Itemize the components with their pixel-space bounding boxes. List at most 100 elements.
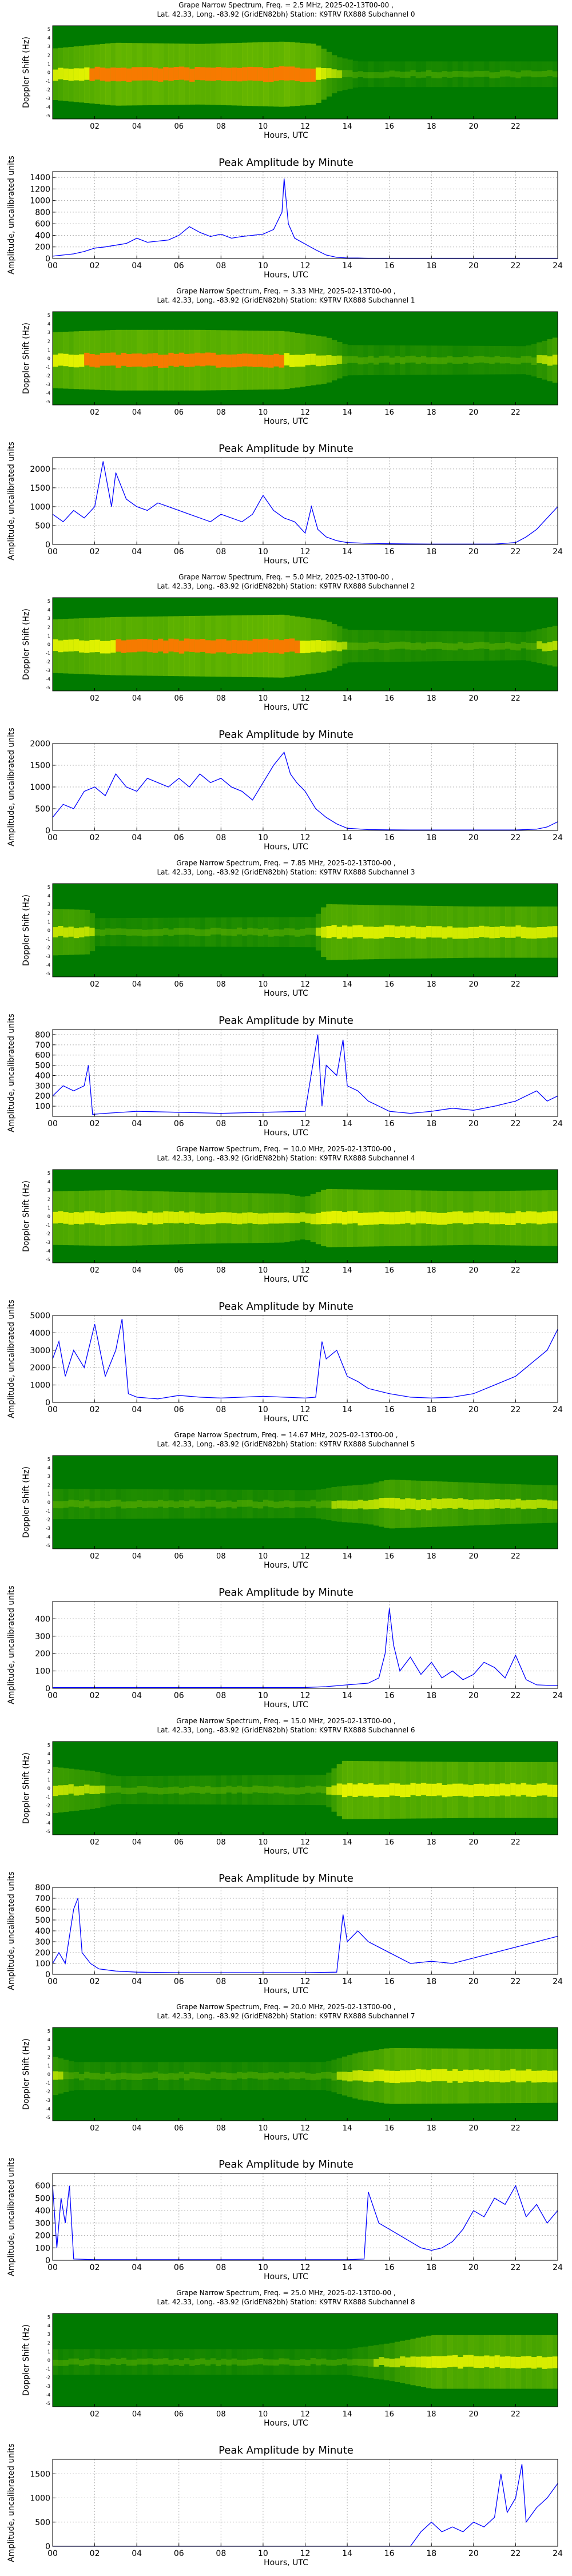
- spectrogram-band: [257, 1489, 264, 1518]
- amplitude-y-tick-label: 800: [35, 208, 50, 217]
- spectrogram-band: [247, 2062, 253, 2090]
- spectrogram-core: [400, 1211, 406, 1224]
- amplitude-y-tick-label: 3000: [30, 1346, 50, 1355]
- spectrogram-core: [452, 1498, 458, 1509]
- spectrogram-core: [442, 2069, 448, 2081]
- spectrogram-core: [341, 2358, 348, 2364]
- spectrogram-title: Grape Narrow Spectrum, Freq. = 5.0 MHz, …: [178, 573, 394, 581]
- spectrogram-x-tick-label: 16: [384, 694, 394, 703]
- spectrogram-x-tick-label: 20: [469, 694, 479, 703]
- spectrogram-core: [489, 927, 495, 939]
- spectrogram-core: [405, 356, 411, 363]
- amplitude-y-tick-label: 200: [35, 243, 50, 252]
- spectrogram-core: [458, 1498, 464, 1508]
- spectrogram-core: [341, 70, 348, 78]
- spectrogram-core: [137, 1213, 142, 1225]
- spectrogram-band: [226, 2062, 232, 2090]
- spectrogram-core: [105, 1212, 111, 1225]
- spectrogram-core: [110, 1211, 116, 1225]
- spectrogram-core: [221, 354, 227, 368]
- spectrogram-y-tick-label: -4: [46, 2106, 50, 2112]
- spectrogram-core: [436, 1213, 443, 1225]
- spectrogram-band: [205, 2349, 211, 2375]
- spectrogram-core: [458, 927, 464, 939]
- amplitude-y-label: Amplitude, uncalibrated units: [7, 1871, 16, 1990]
- spectrogram-core: [531, 357, 537, 365]
- spectrogram-band: [221, 2349, 227, 2375]
- spectrogram-core: [352, 1211, 359, 1223]
- spectrogram-x-tick-label: 18: [427, 1266, 436, 1275]
- spectrogram-x-tick-label: 16: [384, 980, 394, 989]
- spectrogram-band: [147, 1489, 153, 1519]
- spectrogram-x-label: Hours, UTC: [264, 2419, 308, 2428]
- spectrogram-core: [410, 925, 416, 937]
- spectrogram-core: [310, 640, 316, 653]
- spectrogram-core: [105, 928, 111, 935]
- spectrogram-core: [521, 927, 527, 939]
- spectrogram-band: [210, 1489, 216, 1519]
- spectrogram-core: [410, 2070, 416, 2082]
- spectrogram-band: [505, 61, 511, 88]
- amplitude-x-tick-label: 06: [174, 547, 184, 556]
- spectrogram-y-tick-label: 5: [47, 1171, 50, 1176]
- spectrogram-band: [463, 61, 469, 88]
- spectrogram-core: [374, 357, 379, 365]
- spectrogram-x-tick-label: 12: [300, 2124, 310, 2133]
- spectrogram-core: [300, 928, 306, 936]
- spectrogram-band: [216, 1489, 221, 1518]
- spectrogram-band: [110, 918, 116, 947]
- spectrogram-core: [436, 2356, 443, 2368]
- spectrogram-band: [279, 2062, 285, 2090]
- amplitude-x-tick-label: 08: [216, 1405, 226, 1414]
- spectrogram-core: [84, 1499, 90, 1506]
- spectrogram-core: [442, 642, 448, 650]
- spectrogram-y-tick-label: 2: [47, 2340, 50, 2346]
- spectrogram-band: [147, 2349, 153, 2375]
- spectrogram-x-tick-label: 06: [174, 122, 184, 131]
- spectrogram-band: [126, 2349, 132, 2375]
- spectrogram-y-tick-label: 4: [47, 1465, 50, 1470]
- spectrogram-band: [200, 1775, 206, 1805]
- spectrogram-core: [420, 1499, 427, 1509]
- spectrogram-core: [357, 357, 364, 365]
- spectrogram-band: [131, 917, 137, 947]
- spectrogram-core: [189, 69, 195, 82]
- spectrogram-core: [363, 357, 369, 364]
- spectrogram-core: [547, 1211, 553, 1224]
- spectrogram-x-tick-label: 08: [216, 1266, 226, 1275]
- spectrogram-band: [389, 630, 395, 662]
- amplitude-x-tick-label: 24: [553, 1977, 563, 1986]
- spectrogram-core: [315, 1786, 321, 1793]
- spectrogram-core: [200, 929, 206, 936]
- spectrogram-band: [305, 917, 311, 948]
- spectrogram-core: [300, 68, 306, 82]
- spectrogram-core: [121, 1787, 127, 1795]
- spectrogram-core: [210, 1500, 216, 1507]
- amplitude-x-tick-label: 18: [426, 2549, 436, 2558]
- amplitude-y-tick-label: 800: [35, 1883, 50, 1893]
- amplitude-x-tick-label: 22: [511, 261, 521, 271]
- spectrogram-band: [273, 2062, 280, 2090]
- spectrogram-x-tick-label: 04: [132, 408, 142, 417]
- spectrogram-cells: [53, 41, 558, 107]
- spectrogram-core: [468, 357, 474, 364]
- spectrogram-band: [205, 1489, 211, 1519]
- spectrogram-band: [389, 61, 395, 88]
- spectrogram-band: [131, 2062, 137, 2090]
- spectrogram-band: [147, 917, 153, 947]
- spectrogram-title: Grape Narrow Spectrum, Freq. = 14.67 MHz…: [174, 1431, 398, 1439]
- spectrogram-cells: [53, 329, 558, 391]
- spectrogram-core: [499, 2070, 506, 2083]
- spectrogram-band: [505, 631, 511, 661]
- spectrogram-core: [394, 1212, 400, 1225]
- spectrogram-core: [53, 639, 58, 651]
- spectrogram-core: [94, 639, 101, 653]
- spectrogram-core: [252, 2072, 259, 2079]
- spectrogram-core: [257, 1213, 264, 1225]
- spectrogram-y-tick-label: -2: [46, 945, 50, 951]
- spectrogram-core: [284, 1213, 290, 1223]
- spectrogram-cells: [53, 1188, 558, 1247]
- spectrogram-core: [494, 1212, 500, 1225]
- spectrogram-band: [263, 917, 269, 947]
- spectrogram-core: [305, 1786, 311, 1793]
